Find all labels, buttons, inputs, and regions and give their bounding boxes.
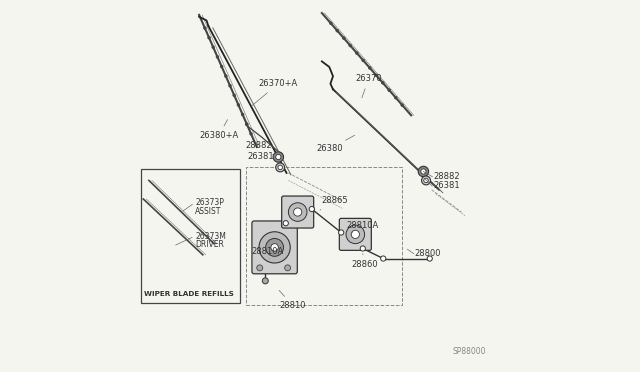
Circle shape (207, 36, 211, 39)
Circle shape (309, 206, 314, 212)
Circle shape (375, 74, 378, 77)
Circle shape (271, 244, 278, 251)
Circle shape (220, 65, 223, 68)
Text: 26381: 26381 (248, 153, 278, 166)
Circle shape (273, 152, 284, 162)
Circle shape (427, 256, 433, 261)
Circle shape (266, 238, 284, 256)
Circle shape (424, 178, 428, 183)
Circle shape (228, 84, 232, 87)
Circle shape (349, 44, 352, 47)
Text: 26380: 26380 (316, 135, 355, 153)
Circle shape (381, 81, 384, 84)
Circle shape (330, 22, 332, 25)
Bar (246, 167, 402, 305)
Circle shape (257, 265, 262, 271)
Text: WIPER BLADE REFILLS: WIPER BLADE REFILLS (145, 291, 234, 297)
Circle shape (294, 208, 302, 216)
Circle shape (381, 256, 386, 261)
Circle shape (245, 123, 248, 126)
Text: 28860: 28860 (351, 254, 378, 269)
Circle shape (401, 104, 404, 106)
Circle shape (339, 230, 344, 235)
Circle shape (346, 225, 365, 244)
Text: 28800: 28800 (415, 249, 442, 258)
Text: 28882: 28882 (246, 141, 274, 155)
Circle shape (212, 46, 215, 49)
Bar (141, 169, 240, 303)
Circle shape (204, 26, 206, 29)
Text: 26380+A: 26380+A (199, 120, 238, 140)
Text: 26381: 26381 (433, 182, 460, 190)
Circle shape (336, 29, 339, 32)
Circle shape (285, 265, 291, 271)
Circle shape (362, 59, 365, 62)
Text: 28810A: 28810A (346, 221, 378, 234)
Circle shape (388, 89, 390, 92)
Circle shape (421, 169, 426, 174)
Text: 28810A: 28810A (251, 247, 284, 259)
Circle shape (233, 94, 236, 97)
Circle shape (418, 166, 429, 177)
Circle shape (394, 96, 397, 99)
Text: 28865: 28865 (320, 196, 349, 210)
Circle shape (368, 67, 371, 69)
Text: 28810: 28810 (279, 291, 307, 310)
Circle shape (262, 278, 268, 284)
Text: 26373P: 26373P (195, 198, 224, 207)
Circle shape (241, 113, 244, 116)
Circle shape (360, 246, 365, 251)
Circle shape (237, 103, 240, 106)
Text: SP88000: SP88000 (452, 347, 486, 356)
FancyBboxPatch shape (252, 221, 298, 274)
Circle shape (355, 52, 358, 55)
Text: ASSIST: ASSIST (195, 207, 221, 216)
Circle shape (351, 230, 360, 238)
Text: 26370+A: 26370+A (252, 79, 298, 106)
Circle shape (342, 36, 345, 39)
Text: DRIVER: DRIVER (195, 240, 224, 249)
Circle shape (289, 203, 307, 221)
Circle shape (216, 55, 219, 58)
Circle shape (278, 165, 282, 170)
Circle shape (250, 132, 253, 135)
Circle shape (276, 154, 281, 160)
Circle shape (422, 176, 431, 185)
Text: 26370: 26370 (355, 74, 382, 98)
Circle shape (283, 221, 289, 226)
FancyBboxPatch shape (282, 196, 314, 228)
Text: 28882: 28882 (433, 172, 460, 181)
FancyBboxPatch shape (339, 218, 371, 250)
Circle shape (259, 232, 291, 263)
Circle shape (225, 75, 227, 78)
Text: 26373M: 26373M (195, 232, 227, 241)
Circle shape (276, 163, 285, 172)
